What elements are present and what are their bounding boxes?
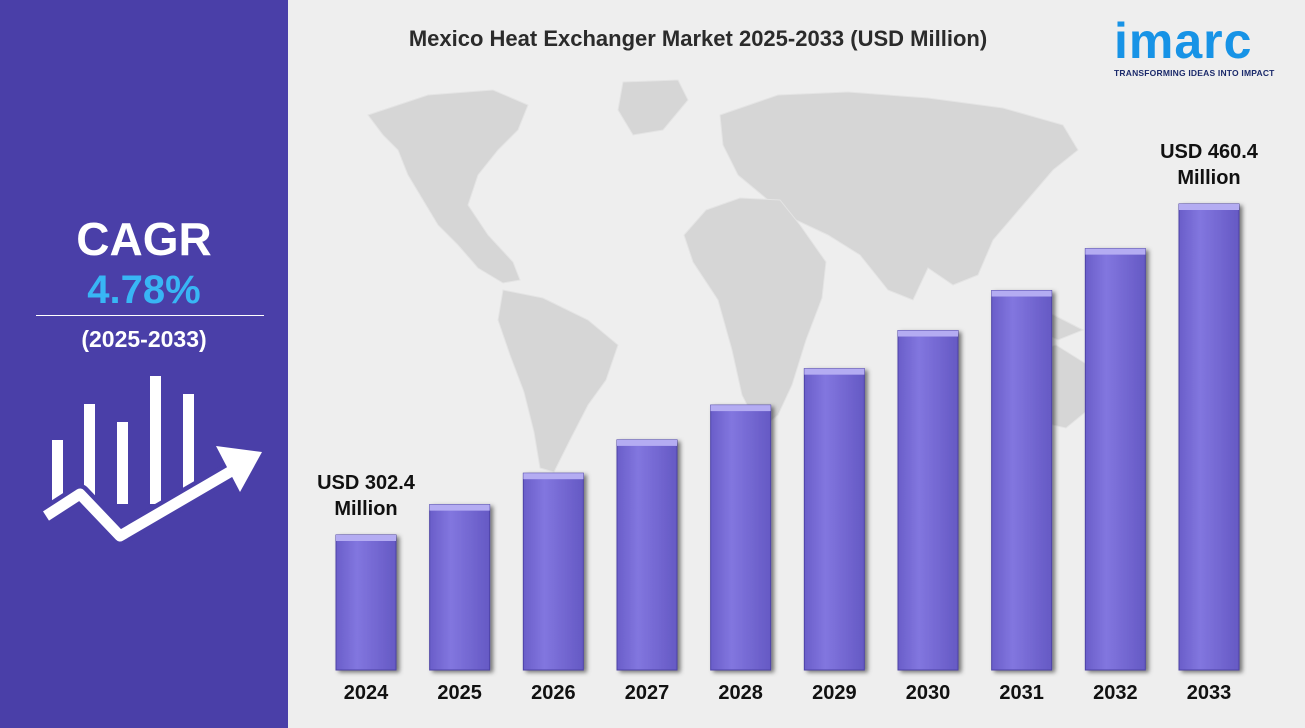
data-label-2024: USD 302.4	[317, 472, 416, 494]
bar-rect	[429, 504, 491, 671]
data-label-2033: USD 460.4	[1160, 141, 1259, 163]
bar-highlight	[991, 290, 1052, 297]
bar-2028	[710, 404, 772, 671]
bar-2027	[616, 439, 678, 671]
bar-rect	[897, 330, 959, 671]
bar-rect	[1084, 248, 1146, 671]
bar-2030	[897, 330, 959, 671]
bar-2033	[1178, 203, 1240, 671]
bar-rect	[616, 439, 678, 671]
bar-2025	[429, 504, 491, 671]
bar-highlight	[1179, 204, 1239, 210]
x-tick-label-2029: 2029	[812, 682, 857, 704]
bar-highlight	[710, 405, 771, 412]
x-tick-label-2024: 2024	[344, 682, 389, 704]
bar-rect	[710, 404, 772, 671]
bar-highlight	[898, 330, 958, 337]
bar-highlight	[617, 439, 677, 446]
bar-rect	[522, 472, 584, 671]
cagr-sidebar: CAGR 4.78% (2025-2033)	[0, 0, 288, 728]
growth-chart-icon	[40, 376, 262, 546]
data-label-2033: Million	[1177, 167, 1240, 189]
data-label-2024: Million	[334, 498, 397, 520]
bar-rect	[991, 290, 1053, 671]
bar-rect	[1178, 203, 1240, 671]
bar-highlight	[336, 535, 396, 541]
x-tick-label-2027: 2027	[625, 682, 670, 704]
bar-2026	[522, 472, 584, 671]
x-tick-label-2026: 2026	[531, 682, 576, 704]
logo-wordmark: imarc	[1114, 13, 1253, 69]
x-tick-label-2030: 2030	[906, 682, 951, 704]
x-tick-label-2028: 2028	[718, 682, 763, 704]
chart-title: Mexico Heat Exchanger Market 2025-2033 (…	[408, 26, 988, 51]
bar-2024	[335, 534, 397, 671]
cagr-period: (2025-2033)	[81, 326, 207, 352]
bar-2031	[991, 290, 1053, 671]
bar-highlight	[1085, 248, 1146, 255]
cagr-value: 4.78%	[87, 268, 201, 312]
x-tick-label-2032: 2032	[1093, 682, 1138, 704]
x-tick-label-2033: 2033	[1187, 682, 1232, 704]
cagr-divider	[36, 315, 264, 316]
x-tick-label-2025: 2025	[437, 682, 482, 704]
bar-highlight	[804, 368, 865, 375]
bar-rect	[335, 534, 397, 671]
bar-highlight	[429, 504, 490, 511]
bar-2032	[1084, 248, 1146, 671]
x-tick-label-2031: 2031	[999, 682, 1044, 704]
cagr-label: CAGR	[76, 213, 212, 265]
bar-highlight	[523, 473, 584, 480]
chart-panel: 2024 2025 2026 2027 2028 2029 2030 2031 2032 2033…	[288, 0, 1305, 728]
bar-2029	[803, 368, 865, 671]
imarc-logo: imarc TRANSFORMING IDEAS INTO IMPACT	[1114, 14, 1289, 78]
bar-rect	[803, 368, 865, 671]
logo-tagline: TRANSFORMING IDEAS INTO IMPACT	[1114, 68, 1275, 78]
bar-chart: 2024 2025 2026 2027 2028 2029 2030 2031 2032 2033…	[317, 79, 1259, 704]
